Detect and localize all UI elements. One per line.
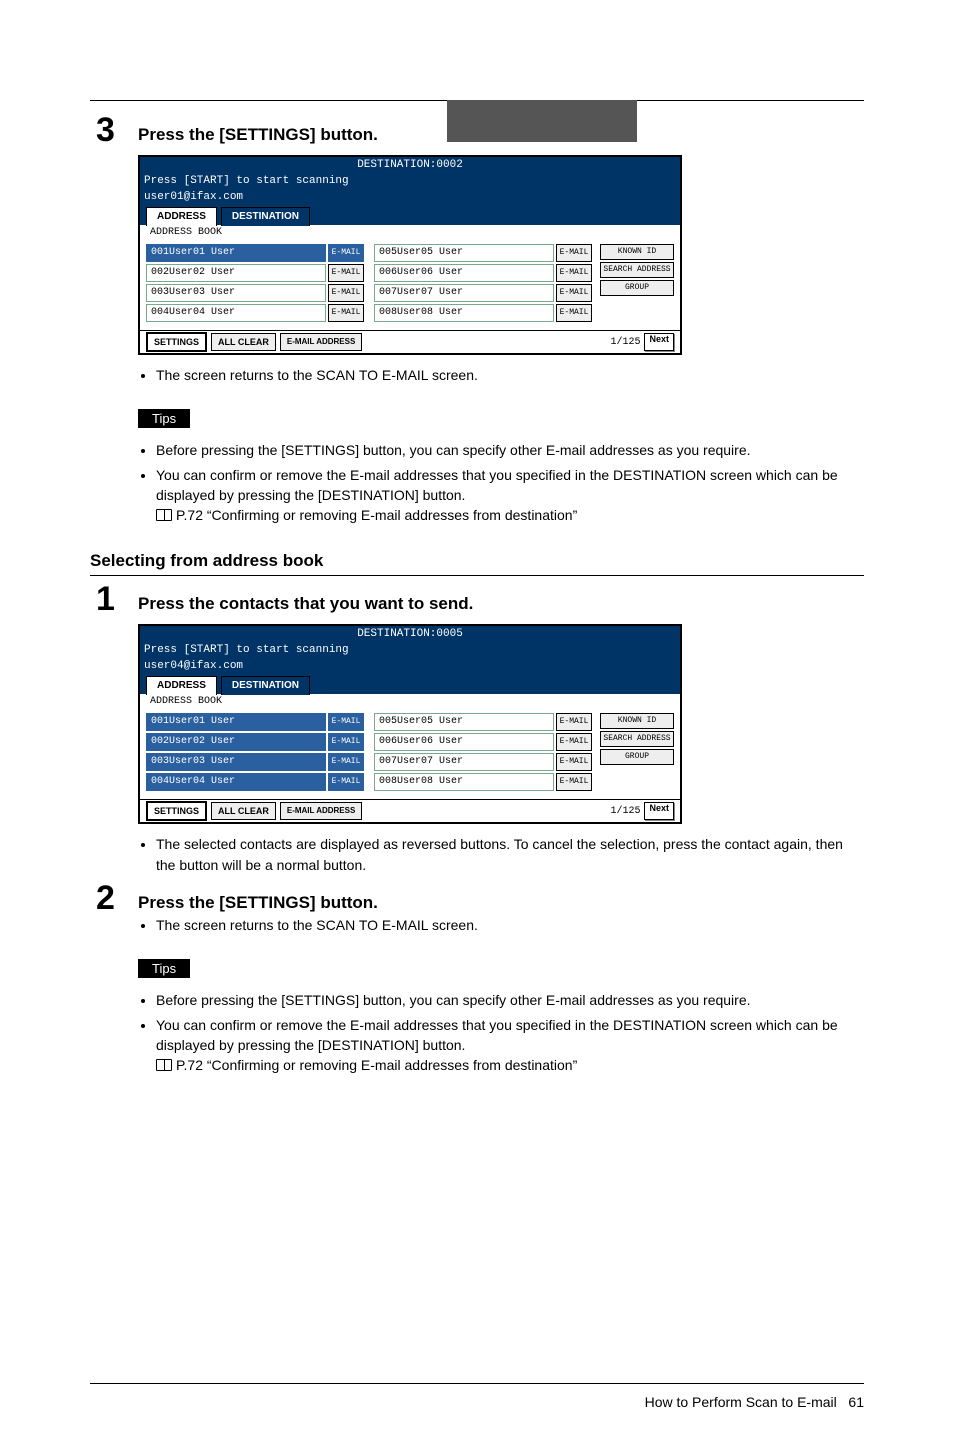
btn-next-b[interactable]: Next (644, 802, 674, 820)
step-1b: 1 Press the contacts that you want to se… (90, 590, 864, 875)
contact-b-002[interactable]: 002User02 User (146, 733, 326, 751)
lcd-a-msg: Press [START] to start scanning (140, 173, 680, 189)
lcd-b-msg: Press [START] to start scanning (140, 642, 680, 658)
step-3: 3 Press the [SETTINGS] button. DESTINATI… (90, 121, 864, 525)
rule-section (90, 575, 864, 576)
tab-destination[interactable]: DESTINATION (221, 207, 310, 226)
page-indicator: 1/125 (610, 337, 640, 348)
tip-a1: Before pressing the [SETTINGS] button, y… (156, 440, 864, 460)
email-btn-b-004[interactable]: E-MAIL (328, 773, 364, 791)
lcd-b-header: DESTINATION:0005 (140, 626, 680, 642)
email-btn-003[interactable]: E-MAIL (328, 284, 364, 302)
lcd-a-email: user01@ifax.com (140, 189, 680, 205)
contact-005[interactable]: 005User05 User (374, 244, 554, 262)
footer-title: How to Perform Scan to E-mail (645, 1394, 837, 1410)
btn-email-address[interactable]: E-MAIL ADDRESS (280, 333, 362, 351)
email-btn-006[interactable]: E-MAIL (556, 264, 592, 282)
step-3-number: 3 (96, 113, 115, 147)
btn-search-address[interactable]: SEARCH ADDRESS (600, 262, 674, 278)
email-btn-001[interactable]: E-MAIL (328, 244, 364, 262)
btn-settings[interactable]: SETTINGS (146, 332, 207, 352)
step-2b-number: 2 (96, 881, 115, 915)
contact-b-006[interactable]: 006User06 User (374, 733, 554, 751)
step1b-bullet: The selected contacts are displayed as r… (156, 834, 864, 875)
email-btn-b-003[interactable]: E-MAIL (328, 753, 364, 771)
contact-007[interactable]: 007User07 User (374, 284, 554, 302)
btn-all-clear-b[interactable]: ALL CLEAR (211, 802, 276, 820)
page-footer: How to Perform Scan to E-mail 61 (90, 1383, 864, 1410)
email-btn-004[interactable]: E-MAIL (328, 304, 364, 322)
contact-003[interactable]: 003User03 User (146, 284, 326, 302)
lcd-screenshot-a: DESTINATION:0002 Press [START] to start … (138, 155, 682, 355)
contact-b-007[interactable]: 007User07 User (374, 753, 554, 771)
tab-address-b[interactable]: ADDRESS (146, 676, 217, 695)
btn-group[interactable]: GROUP (600, 280, 674, 296)
tab-address[interactable]: ADDRESS (146, 207, 217, 226)
tip-b1: Before pressing the [SETTINGS] button, y… (156, 990, 864, 1010)
contact-b-001[interactable]: 001User01 User (146, 713, 326, 731)
contact-b-003[interactable]: 003User03 User (146, 753, 326, 771)
step2b-bullet: The screen returns to the SCAN TO E-MAIL… (156, 915, 864, 935)
email-btn-b-007[interactable]: E-MAIL (556, 753, 592, 771)
contact-008[interactable]: 008User08 User (374, 304, 554, 322)
step-1b-title: Press the contacts that you want to send… (138, 590, 864, 614)
step-3-title: Press the [SETTINGS] button. (138, 121, 864, 145)
lcd-a-sublabel: ADDRESS BOOK (140, 225, 680, 242)
tip-a2: You can confirm or remove the E-mail add… (156, 465, 864, 526)
book-icon (156, 1059, 172, 1071)
footer-page: 61 (848, 1394, 864, 1410)
btn-search-address-b[interactable]: SEARCH ADDRESS (600, 731, 674, 747)
email-btn-002[interactable]: E-MAIL (328, 264, 364, 282)
contact-001[interactable]: 001User01 User (146, 244, 326, 262)
btn-group-b[interactable]: GROUP (600, 749, 674, 765)
email-btn-b-008[interactable]: E-MAIL (556, 773, 592, 791)
email-btn-b-005[interactable]: E-MAIL (556, 713, 592, 731)
tip-b2: You can confirm or remove the E-mail add… (156, 1015, 864, 1076)
book-icon (156, 509, 172, 521)
step3-bullet: The screen returns to the SCAN TO E-MAIL… (156, 365, 864, 385)
btn-known-id-b[interactable]: KNOWN ID (600, 713, 674, 729)
email-btn-008[interactable]: E-MAIL (556, 304, 592, 322)
tab-destination-b[interactable]: DESTINATION (221, 676, 310, 695)
page-indicator-b: 1/125 (610, 806, 640, 817)
contact-002[interactable]: 002User02 User (146, 264, 326, 282)
lcd-screenshot-b: DESTINATION:0005 Press [START] to start … (138, 624, 682, 824)
email-btn-b-006[interactable]: E-MAIL (556, 733, 592, 751)
step-2b-title: Press the [SETTINGS] button. (138, 889, 864, 913)
step-2b: 2 Press the [SETTINGS] button. The scree… (90, 889, 864, 1075)
contact-b-008[interactable]: 008User08 User (374, 773, 554, 791)
email-btn-b-002[interactable]: E-MAIL (328, 733, 364, 751)
btn-settings-b[interactable]: SETTINGS (146, 801, 207, 821)
btn-all-clear[interactable]: ALL CLEAR (211, 333, 276, 351)
email-btn-005[interactable]: E-MAIL (556, 244, 592, 262)
step-1b-number: 1 (96, 582, 115, 616)
contact-b-005[interactable]: 005User05 User (374, 713, 554, 731)
contact-006[interactable]: 006User06 User (374, 264, 554, 282)
email-btn-b-001[interactable]: E-MAIL (328, 713, 364, 731)
lcd-b-email: user04@ifax.com (140, 658, 680, 674)
btn-next[interactable]: Next (644, 333, 674, 351)
email-btn-007[interactable]: E-MAIL (556, 284, 592, 302)
tips-label-b: Tips (138, 959, 190, 978)
lcd-b-sublabel: ADDRESS BOOK (140, 694, 680, 711)
btn-known-id[interactable]: KNOWN ID (600, 244, 674, 260)
contact-b-004[interactable]: 004User04 User (146, 773, 326, 791)
contact-004[interactable]: 004User04 User (146, 304, 326, 322)
tips-label-a: Tips (138, 409, 190, 428)
lcd-a-header: DESTINATION:0002 (140, 157, 680, 173)
section-heading: Selecting from address book (90, 551, 864, 571)
btn-email-address-b[interactable]: E-MAIL ADDRESS (280, 802, 362, 820)
